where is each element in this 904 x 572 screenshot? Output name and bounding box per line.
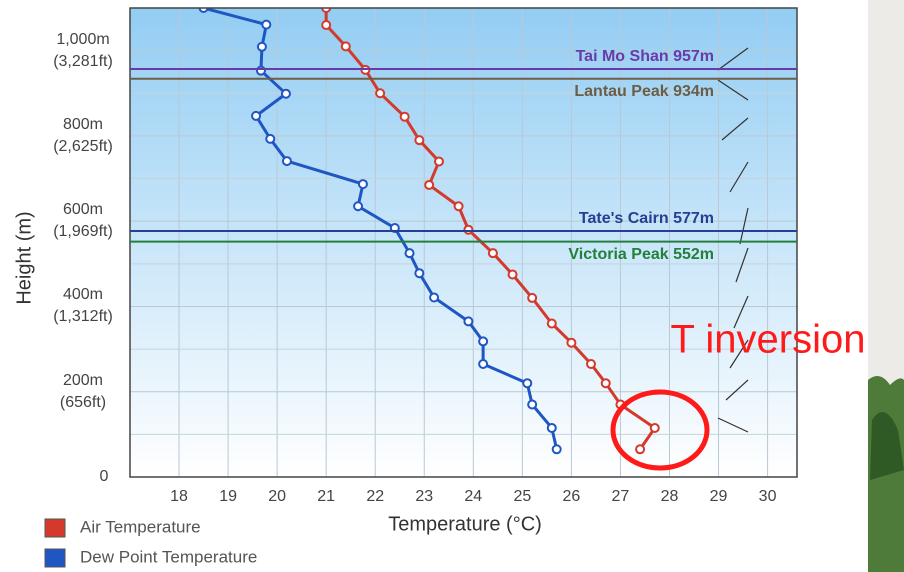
- data-point: [283, 157, 291, 165]
- x-tick-label: 18: [170, 488, 188, 505]
- data-point: [479, 360, 487, 368]
- data-point: [636, 445, 644, 453]
- chart: T inversion Temperature (°C) Height (m) …: [0, 0, 904, 572]
- y-axis-label: Height (m): [13, 211, 35, 304]
- data-point: [523, 379, 531, 387]
- data-point: [258, 43, 266, 51]
- data-point: [455, 202, 463, 210]
- data-point: [401, 113, 409, 121]
- x-tick-label: 20: [268, 488, 286, 505]
- y-tick-label: 200m (656ft): [44, 370, 122, 414]
- data-point: [406, 249, 414, 257]
- data-point: [415, 136, 423, 144]
- data-point: [282, 90, 290, 98]
- data-point: [354, 202, 362, 210]
- data-point: [509, 270, 517, 278]
- photo-strip: [868, 0, 904, 572]
- x-tick-label: 27: [612, 488, 630, 505]
- reference-label: Victoria Peak 552m: [568, 246, 714, 263]
- data-point: [262, 21, 270, 29]
- data-point: [489, 249, 497, 257]
- data-point: [376, 89, 384, 97]
- data-point: [257, 67, 265, 75]
- data-point: [548, 320, 556, 328]
- data-point: [464, 226, 472, 234]
- data-point: [322, 21, 330, 29]
- data-point: [342, 42, 350, 50]
- data-point: [587, 360, 595, 368]
- data-point: [479, 337, 487, 345]
- x-tick-label: 23: [415, 488, 433, 505]
- y-tick-label: 800m (2,625ft): [44, 114, 122, 158]
- annotation: T inversion: [671, 318, 866, 362]
- data-point: [651, 424, 659, 432]
- data-point: [464, 317, 472, 325]
- reference-label: Tai Mo Shan 957m: [576, 48, 714, 65]
- data-point: [425, 181, 433, 189]
- data-point: [359, 180, 367, 188]
- data-point: [528, 294, 536, 302]
- page: {"chart_data": { "type": "line", "x_labe…: [0, 0, 904, 572]
- x-tick-label: 29: [710, 488, 728, 505]
- x-tick-label: 21: [317, 488, 335, 505]
- x-tick-label: 22: [366, 488, 384, 505]
- x-tick-label: 28: [661, 488, 679, 505]
- data-point: [567, 339, 575, 347]
- reference-label: Lantau Peak 934m: [574, 83, 714, 100]
- y-tick-label: 0: [84, 466, 124, 488]
- x-tick-label: 19: [219, 488, 237, 505]
- legend-swatch: [45, 519, 65, 537]
- legend-label: Air Temperature: [80, 517, 201, 536]
- data-point: [430, 294, 438, 302]
- reference-label: Tate's Cairn 577m: [579, 210, 714, 227]
- data-point: [602, 379, 610, 387]
- y-tick-label: 400m (1,312ft): [44, 284, 122, 328]
- data-point: [415, 269, 423, 277]
- y-tick-label: 600m (1,969ft): [44, 199, 122, 243]
- x-tick-label: 24: [464, 488, 482, 505]
- data-point: [266, 135, 274, 143]
- legend-swatch: [45, 549, 65, 567]
- y-tick-label: 1,000m (3,281ft): [44, 29, 122, 73]
- x-tick-label: 30: [759, 488, 777, 505]
- x-tick-label: 26: [562, 488, 580, 505]
- data-point: [553, 445, 561, 453]
- data-point: [435, 157, 443, 165]
- data-point: [548, 424, 556, 432]
- x-tick-label: 25: [513, 488, 531, 505]
- legend-label: Dew Point Temperature: [80, 547, 257, 566]
- data-point: [252, 112, 260, 120]
- data-point: [528, 401, 536, 409]
- x-axis-label: Temperature (°C): [388, 513, 542, 535]
